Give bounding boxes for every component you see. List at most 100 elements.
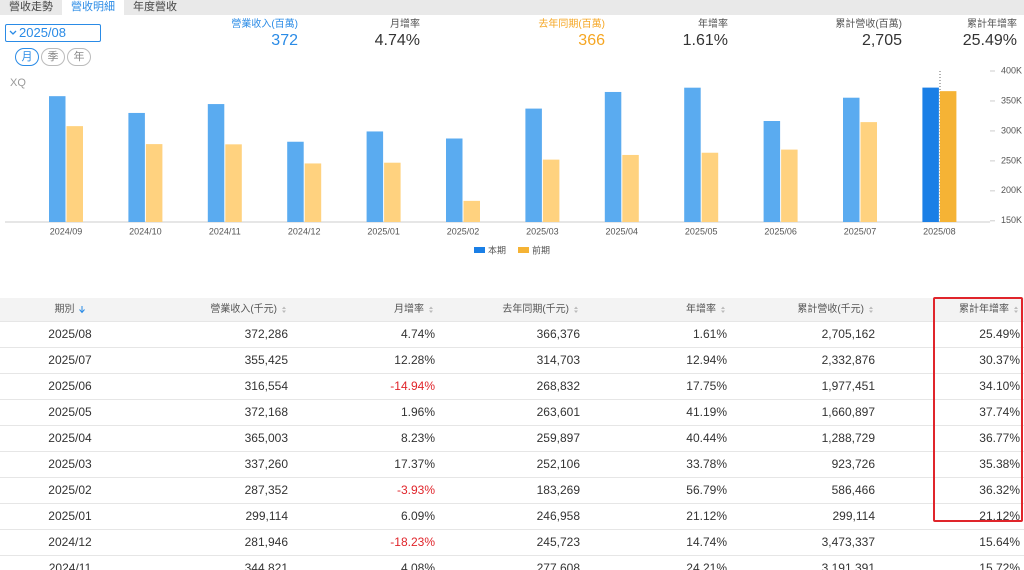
table-cell: 246,958 bbox=[536, 509, 580, 523]
summary-value: 372 bbox=[271, 32, 298, 49]
table-cell: 6.09% bbox=[400, 509, 435, 523]
table-cell: 259,897 bbox=[536, 431, 580, 445]
table-cell: 365,003 bbox=[244, 431, 288, 445]
x-tick-label: 2025/04 bbox=[606, 226, 639, 236]
table-cell: 263,601 bbox=[536, 405, 580, 419]
header-cell[interactable]: 去年同期(千元) bbox=[502, 298, 580, 321]
x-tick-label: 2025/02 bbox=[447, 226, 480, 236]
table-cell: 299,114 bbox=[245, 509, 289, 523]
table-cell: 8.23% bbox=[400, 431, 435, 445]
summary-item: 年增率 1.61% bbox=[578, 18, 728, 51]
table-header: 期別 營業收入(千元) 月增率 去年同期(千元) 年增率 累計營收(千元) 累計年增率 bbox=[0, 298, 1024, 322]
header-text: 營業收入(千元) bbox=[210, 304, 277, 315]
bar bbox=[684, 87, 701, 222]
header-cell[interactable]: 月增率 bbox=[394, 298, 435, 321]
table-cell: 2025/01 bbox=[48, 509, 92, 523]
x-tick-label: 2024/10 bbox=[129, 226, 162, 236]
summary-label: 累計營收(百萬) bbox=[835, 19, 902, 30]
table-cell: 2025/03 bbox=[48, 457, 92, 471]
table-cell: 35.38% bbox=[979, 457, 1020, 471]
header-cell[interactable]: 期別 bbox=[30, 298, 110, 321]
summary-item: 營業收入(百萬) 372 bbox=[148, 18, 298, 51]
table-cell: 1.61% bbox=[692, 327, 727, 341]
table-cell: 33.78% bbox=[686, 457, 727, 471]
summary-value: 25.49% bbox=[962, 32, 1017, 49]
tab[interactable]: 年度營收 bbox=[133, 1, 177, 13]
header-cell[interactable]: 營業收入(千元) bbox=[210, 298, 288, 321]
period-select[interactable]: 2025/08 bbox=[5, 24, 101, 42]
table-cell: 30.37% bbox=[979, 353, 1020, 367]
period-button[interactable]: 季 bbox=[41, 48, 65, 66]
table-row: 2025/01 299,114 6.09% 246,958 21.12% 299,114 2… bbox=[0, 504, 1024, 530]
period-button[interactable]: 月 bbox=[15, 48, 39, 66]
table-row: 2024/12 281,946 -18.23% 245,723 14.74% 3,473,… bbox=[0, 530, 1024, 556]
table-cell: 2025/02 bbox=[48, 483, 92, 497]
table-cell: 21.12% bbox=[686, 509, 727, 523]
x-tick-label: 2025/07 bbox=[844, 226, 877, 236]
period-button[interactable]: 年 bbox=[67, 48, 91, 66]
header-cell[interactable]: 累計營收(千元) bbox=[797, 298, 875, 321]
table-cell: 12.28% bbox=[394, 353, 435, 367]
table-cell: 2025/07 bbox=[48, 353, 92, 367]
x-tick-label: 2025/03 bbox=[526, 226, 559, 236]
table-cell: 15.64% bbox=[979, 535, 1020, 549]
header-cell[interactable]: 累計年增率 bbox=[959, 298, 1020, 321]
table-cell: 12.94% bbox=[686, 353, 727, 367]
summary-label: 累計年增率 bbox=[967, 19, 1017, 30]
summary-label: 去年同期(百萬) bbox=[538, 19, 605, 30]
table-cell: 36.32% bbox=[979, 483, 1020, 497]
legend-swatch bbox=[518, 247, 529, 253]
header-cell[interactable]: 年增率 bbox=[686, 298, 727, 321]
dropdown-icon bbox=[9, 30, 17, 35]
bar bbox=[860, 122, 877, 222]
table-cell: 56.79% bbox=[686, 483, 727, 497]
sort-icon bbox=[78, 305, 85, 314]
table-cell: 337,260 bbox=[244, 457, 288, 471]
bar bbox=[66, 126, 83, 222]
sort-icon bbox=[869, 306, 873, 313]
tab[interactable]: 營收明細 bbox=[62, 0, 124, 15]
table-row: 2025/04 365,003 8.23% 259,897 40.44% 1,288,72… bbox=[0, 426, 1024, 452]
table-cell: 344,821 bbox=[244, 561, 288, 570]
header-text: 年增率 bbox=[686, 304, 716, 315]
watermark: XQ bbox=[10, 77, 26, 89]
table-row: 2025/02 287,352 -3.93% 183,269 56.79% 586,466… bbox=[0, 478, 1024, 504]
table-cell: 314,703 bbox=[536, 353, 580, 367]
table-cell: 245,723 bbox=[536, 535, 580, 549]
table-row: 2025/03 337,260 17.37% 252,106 33.78% 923,726… bbox=[0, 452, 1024, 478]
tab[interactable]: 營收走勢 bbox=[9, 1, 53, 13]
table-cell: 299,114 bbox=[832, 509, 876, 523]
table-row: 2024/11 344,821 4.08% 277,608 24.21% 3,191,39… bbox=[0, 556, 1024, 570]
header-text: 累計營收(千元) bbox=[797, 304, 864, 315]
bar bbox=[145, 144, 163, 222]
table-cell: 252,106 bbox=[536, 457, 580, 471]
sort-icon bbox=[1014, 306, 1018, 313]
table-row: 2025/05 372,168 1.96% 263,601 41.19% 1,660,89… bbox=[0, 400, 1024, 426]
summary-label: 年增率 bbox=[698, 19, 728, 30]
table-cell: 2025/08 bbox=[48, 327, 92, 341]
bar bbox=[939, 91, 957, 223]
x-tick-label: 2025/05 bbox=[685, 226, 718, 236]
header-text: 期別 bbox=[54, 304, 75, 315]
y-tick-label: 300K bbox=[1001, 125, 1022, 135]
period-select-value: 2025/08 bbox=[19, 25, 66, 40]
bar bbox=[366, 131, 384, 222]
table-cell: 287,352 bbox=[244, 483, 288, 497]
bar bbox=[304, 163, 322, 222]
x-tick-label: 2024/09 bbox=[50, 226, 83, 236]
table-cell: 4.74% bbox=[400, 327, 435, 341]
bar bbox=[701, 152, 719, 222]
table-cell: 355,425 bbox=[244, 353, 288, 367]
bar bbox=[128, 112, 145, 222]
bar bbox=[922, 87, 939, 222]
table-cell: 2025/05 bbox=[48, 405, 92, 419]
bar bbox=[763, 121, 781, 222]
table-cell: 34.10% bbox=[979, 379, 1020, 393]
summary-value: 366 bbox=[578, 32, 605, 49]
legend-label: 本期 bbox=[488, 244, 506, 255]
table-cell: 2,705,162 bbox=[821, 327, 875, 341]
table-row: 2025/07 355,425 12.28% 314,703 12.94% 2,332,8… bbox=[0, 348, 1024, 374]
y-tick-label: 250K bbox=[1001, 155, 1022, 165]
bar bbox=[463, 200, 480, 222]
table-row: 2025/06 316,554 -14.94% 268,832 17.75% 1,977,… bbox=[0, 374, 1024, 400]
